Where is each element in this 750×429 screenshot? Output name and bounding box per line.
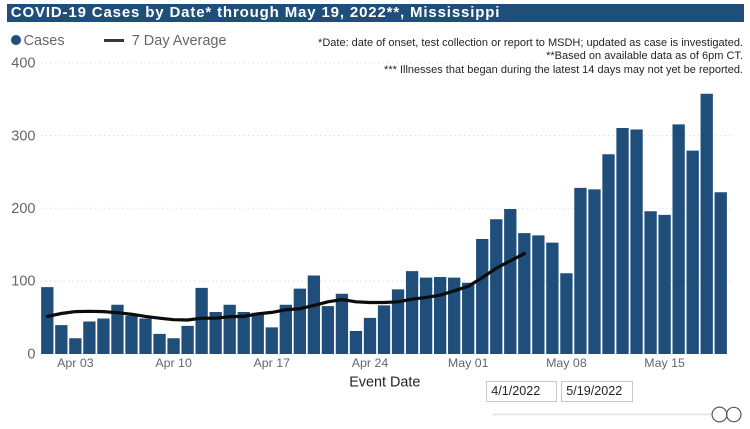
svg-text:100: 100 — [11, 274, 35, 290]
svg-text:Apr 17: Apr 17 — [254, 356, 291, 370]
svg-text:May 01: May 01 — [448, 356, 489, 370]
svg-text:Event Date: Event Date — [349, 374, 420, 390]
svg-text:300: 300 — [11, 128, 35, 144]
svg-text:Apr 24: Apr 24 — [352, 356, 389, 370]
svg-text:Apr 03: Apr 03 — [57, 356, 94, 370]
svg-text:400: 400 — [11, 56, 35, 72]
svg-text:Apr 10: Apr 10 — [155, 356, 192, 370]
svg-text:0: 0 — [27, 346, 35, 362]
svg-text:200: 200 — [11, 201, 35, 217]
svg-text:May 15: May 15 — [644, 356, 685, 370]
svg-text:May 08: May 08 — [546, 356, 587, 370]
